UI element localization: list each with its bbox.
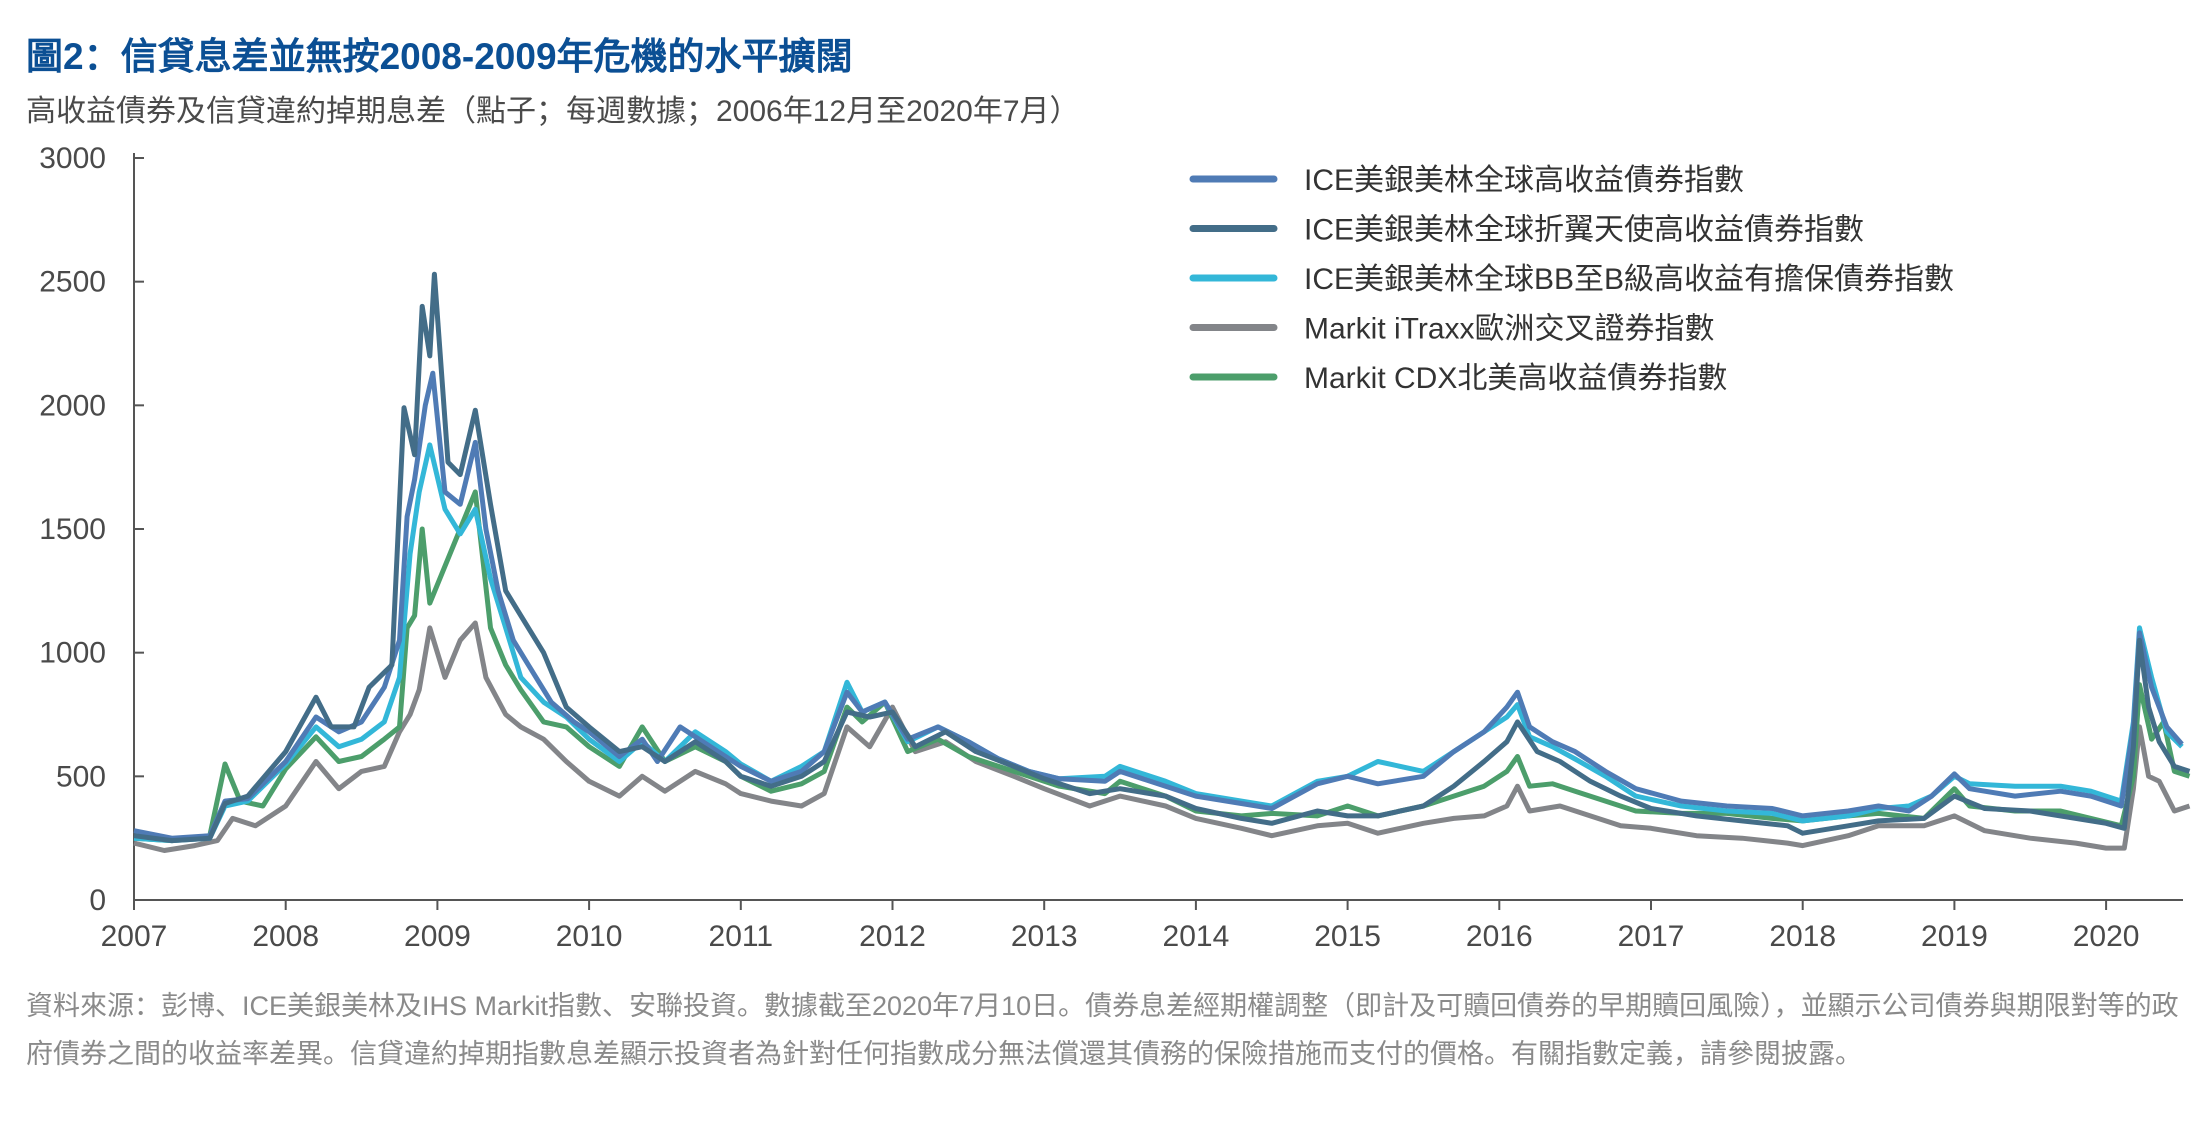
legend-label: ICE美銀美林全球高收益債券指數 xyxy=(1304,164,1744,197)
line-chart: 0 500 1000 1500 2000 2500 3000 2007 2008 2009 2010… xyxy=(39,142,2191,953)
x-tick-label: 2017 xyxy=(1618,920,1685,953)
y-tick-label: 500 xyxy=(56,760,106,793)
axes: 0 500 1000 1500 2000 2500 3000 2007 2008 2009 2010… xyxy=(39,142,2183,953)
y-tick-label: 0 xyxy=(89,884,106,917)
series-line-1 xyxy=(133,271,2191,844)
legend-label: ICE美銀美林全球折翼天使高收益債券指數 xyxy=(1304,214,1864,247)
x-tick-label: 2020 xyxy=(2073,920,2140,953)
series-lines xyxy=(133,271,2191,853)
legend: ICE美銀美林全球高收益債券指數 ICE美銀美林全球折翼天使高收益債券指數 ICE美… xyxy=(1189,164,1954,395)
x-tick-label: 2013 xyxy=(1011,920,1078,953)
x-tick-label: 2007 xyxy=(101,920,168,953)
x-tick-label: 2011 xyxy=(709,920,774,953)
x-tick-label: 2016 xyxy=(1466,920,1533,953)
y-tick-label: 3000 xyxy=(39,142,106,175)
x-tick-label: 2019 xyxy=(1921,920,1988,953)
y-tick-label: 1500 xyxy=(39,513,106,546)
x-tick-label: 2018 xyxy=(1769,920,1836,953)
x-tick-label: 2008 xyxy=(252,920,319,953)
chart-subtitle: 高收益債券及信貸違約掉期息差（點子；每週數據；2006年12月至2020年7月） xyxy=(26,95,1080,128)
legend-label: Markit CDX北美高收益債券指數 xyxy=(1304,362,1727,395)
y-tick-label: 1000 xyxy=(39,637,106,670)
series-line-3 xyxy=(133,620,2191,853)
x-tick-label: 2009 xyxy=(404,920,471,953)
footnote: 資料來源：彭博、ICE美銀美林及IHS Markit指數、安聯投資。數據截至20… xyxy=(26,991,2179,1069)
legend-label: ICE美銀美林全球BB至B級高收益有擔保債券指數 xyxy=(1304,263,1954,296)
x-tick-label: 2012 xyxy=(859,920,926,953)
y-tick-label: 2000 xyxy=(39,389,106,422)
chart-title: 圖2：信貸息差並無按2008-2009年危機的水平擴闊 xyxy=(26,36,853,77)
x-tick-label: 2014 xyxy=(1163,920,1230,953)
x-tick-label: 2015 xyxy=(1314,920,1381,953)
series-line-4 xyxy=(133,489,2191,844)
x-tick-label: 2010 xyxy=(556,920,623,953)
y-tick-label: 2500 xyxy=(39,266,106,299)
legend-label: Markit iTraxx歐洲交叉證券指數 xyxy=(1304,313,1715,346)
series-line-0 xyxy=(133,370,2184,841)
